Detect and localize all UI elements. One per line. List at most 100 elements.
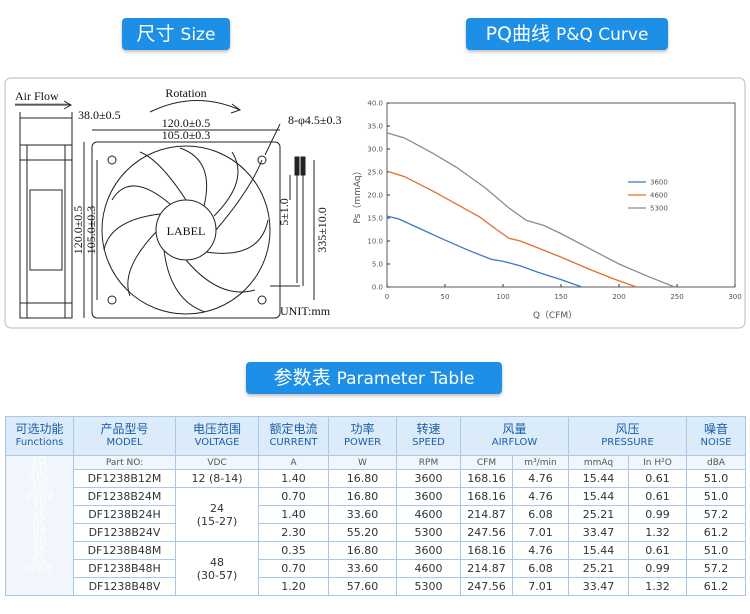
data-cell: 15.44 xyxy=(568,541,629,560)
data-cell: 15.44 xyxy=(568,469,629,488)
panel-border xyxy=(4,77,746,329)
data-cell: 1.40 xyxy=(258,505,329,524)
x-tick-label: 100 xyxy=(496,293,509,301)
data-cell: DF1238B48V xyxy=(73,577,176,596)
y-tick-label: 5.0 xyxy=(372,261,383,269)
subheader-row: FG RD RDL LD PWM TP VC RC RP SR SS CL IPX8 Part NO: VD… xyxy=(5,455,747,596)
pq-chart: Q（CFM） Ps（mmAq） 0.0 5.0 10.0 15.0 20.0 25.0 30… xyxy=(352,100,742,322)
header-row: 可选功能 Functions 产品型号 MODEL 电压范围 VOLTAGE 额定电流 CUR… xyxy=(5,416,747,456)
y-axis-title: Ps（mmAq） xyxy=(352,166,363,223)
dim-height-hole: 105.0±0.3 xyxy=(84,206,98,255)
header-zh: 功率 xyxy=(350,422,375,436)
dim-width-outer: 120.0±0.5 xyxy=(162,116,211,130)
data-cell: 51.0 xyxy=(686,469,747,488)
data-cell: 16.80 xyxy=(328,487,397,506)
data-cell: 247.56 xyxy=(460,577,513,596)
header-zh: 噪音 xyxy=(704,422,729,436)
dim-wire-length: 335±10.0 xyxy=(315,207,329,253)
data-cell: 55.20 xyxy=(328,523,397,542)
badge-en: Parameter Table xyxy=(336,369,475,389)
header-en: POWER xyxy=(343,437,382,448)
rotation-label: Rotation xyxy=(165,86,206,100)
header-cell: 噪音 NOISE xyxy=(686,416,747,456)
dim-width-hole: 105.0±0.3 xyxy=(162,128,211,142)
voltage-text: (15-27) xyxy=(196,514,238,528)
drawing-panel: Air Flow Rotation 38.0±0.5 120.0±0.5 105… xyxy=(4,77,746,329)
data-cell: 4.76 xyxy=(512,469,569,488)
functions-cell: FG RD RDL LD PWM TP VC RC RP SR SS CL IPX8 xyxy=(5,455,74,596)
size-badge: 尺寸 Size xyxy=(122,18,230,50)
legend-label: 3600 xyxy=(650,179,668,187)
y-tick-label: 0.0 xyxy=(372,284,383,292)
data-cell: 2.30 xyxy=(258,523,329,542)
data-cell: 1.40 xyxy=(258,469,329,488)
y-tick-label: 35.0 xyxy=(367,123,383,131)
dim-height-outer: 120.0±0.5 xyxy=(71,206,85,255)
function-label: RP xyxy=(32,526,47,539)
data-cell: DF1238B24H xyxy=(73,505,176,524)
parameter-table: 可选功能 Functions 产品型号 MODEL 电压范围 VOLTAGE 额定电流 CUR… xyxy=(5,416,747,596)
subheader-cell: RPM xyxy=(396,455,461,470)
data-cell: 7.01 xyxy=(512,523,569,542)
data-cell: 0.35 xyxy=(258,541,329,560)
header-cell: 转速 SPEED xyxy=(396,416,461,456)
function-label: IPX8 xyxy=(27,562,52,575)
data-cell: 4600 xyxy=(396,505,461,524)
data-cell: 33.60 xyxy=(328,559,397,578)
dim-wire-strip: 5±1.0 xyxy=(277,198,291,226)
y-tick-label: 20.0 xyxy=(367,192,383,200)
header-cell: 风量 AIRFLOW xyxy=(460,416,569,456)
data-cell: 33.47 xyxy=(568,577,629,596)
data-cell: 0.70 xyxy=(258,487,329,506)
header-zh: 可选功能 xyxy=(15,422,64,436)
data-cell: 51.0 xyxy=(686,487,747,506)
badge-zh: PQ曲线 xyxy=(485,23,550,45)
voltage-text: 48 xyxy=(210,555,224,569)
data-cell: 0.99 xyxy=(627,505,688,524)
header-en: NOISE xyxy=(700,437,732,448)
header-en: VOLTAGE xyxy=(194,437,240,448)
header-en: PRESSURE xyxy=(601,437,654,448)
data-cell: 168.16 xyxy=(460,541,513,560)
y-tick-label: 30.0 xyxy=(367,146,383,154)
pq-line xyxy=(386,170,637,288)
fan-drawing xyxy=(15,100,315,319)
data-cell: 1.20 xyxy=(258,577,329,596)
voltage-cell: 12 (8-14) xyxy=(175,469,259,488)
voltage-text: 24 xyxy=(210,501,224,515)
data-row: DF1238B48M 48 (30-57) 0.35 16.80 3600 168.16 4.… xyxy=(6,541,747,596)
hub-label: LABEL xyxy=(167,224,206,238)
header-cell: 额定电流 CURRENT xyxy=(258,416,329,456)
params-badge: 参数表 Parameter Table xyxy=(246,362,502,394)
data-row: DF1238B12M 12 (8-14) 1.40 16.80 3600 168.16 4.… xyxy=(6,469,747,488)
pq-badge: PQ曲线 P&Q Curve xyxy=(466,18,668,50)
header-cell: 风压 PRESSURE xyxy=(567,416,688,456)
data-cell: 6.08 xyxy=(512,505,569,524)
badge-en: Size xyxy=(180,25,216,45)
data-cell: 16.80 xyxy=(328,541,397,560)
legend-label: 5300 xyxy=(650,205,668,213)
data-cell: DF1238B48M xyxy=(73,541,176,560)
x-tick-label: 300 xyxy=(728,293,741,301)
data-cell: 214.87 xyxy=(460,505,513,524)
function-label: CL xyxy=(32,553,47,566)
header-en: MODEL xyxy=(106,437,143,448)
data-cell: 61.2 xyxy=(686,523,747,542)
data-cell: 214.87 xyxy=(460,559,513,578)
data-cell: 0.70 xyxy=(258,559,329,578)
header-zh: 风量 xyxy=(502,422,527,436)
dim-depth: 38.0±0.5 xyxy=(78,108,121,122)
data-cell: 16.80 xyxy=(328,469,397,488)
air-flow-label: Air Flow xyxy=(15,89,59,103)
data-cell: DF1238B12M xyxy=(73,469,176,488)
legend-label: 4600 xyxy=(650,192,668,200)
header-cell: 产品型号 MODEL xyxy=(73,416,176,456)
data-cell: DF1238B24V xyxy=(73,523,176,542)
data-cell: 3600 xyxy=(396,541,461,560)
data-cell: 168.16 xyxy=(460,469,513,488)
subheader-cell: Part NO: xyxy=(73,455,176,470)
function-label: SR xyxy=(32,535,47,548)
voltage-text: 12 (8-14) xyxy=(191,472,243,485)
function-label: SS xyxy=(32,544,47,557)
